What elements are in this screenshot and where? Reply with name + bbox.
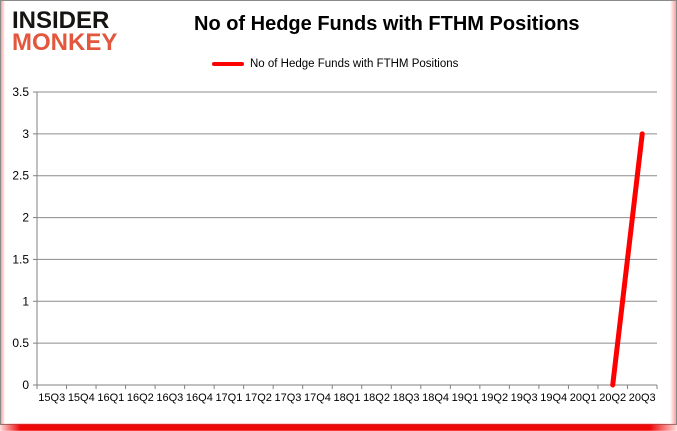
chart-canvas: 0 0.5 1 1.5 2 2.5 3 3.5 15Q3 15Q4 16Q1 16Q2 16Q3 16Q4…: [12, 85, 658, 404]
svg-text:1: 1: [22, 294, 29, 308]
legend-line-swatch: [212, 62, 244, 66]
insider-monkey-logo: INSIDER MONKEY: [12, 7, 118, 57]
svg-text:15Q4: 15Q4: [68, 392, 95, 404]
svg-text:18Q3: 18Q3: [393, 392, 420, 404]
svg-text:3: 3: [22, 127, 29, 141]
svg-text:2: 2: [22, 211, 29, 225]
svg-text:17Q2: 17Q2: [245, 392, 272, 404]
svg-text:16Q2: 16Q2: [127, 392, 154, 404]
legend: No of Hedge Funds with FTHM Positions: [212, 58, 458, 70]
svg-text:17Q4: 17Q4: [304, 392, 331, 404]
svg-text:18Q1: 18Q1: [334, 392, 361, 404]
svg-text:16Q3: 16Q3: [156, 392, 183, 404]
bottom-red-bar: [0, 424, 677, 431]
svg-text:18Q4: 18Q4: [422, 392, 449, 404]
legend-label: No of Hedge Funds with FTHM Positions: [250, 58, 459, 70]
svg-text:16Q1: 16Q1: [97, 392, 124, 404]
svg-text:20Q2: 20Q2: [599, 392, 626, 404]
chart-title: No of Hedge Funds with FTHM Positions: [194, 13, 580, 35]
svg-text:0: 0: [22, 378, 29, 392]
svg-text:16Q4: 16Q4: [186, 392, 213, 404]
line-chart: 0 0.5 1 1.5 2 2.5 3 3.5 15Q3 15Q4 16Q1 16Q2 16Q3 16Q4…: [1, 79, 676, 421]
svg-text:17Q1: 17Q1: [215, 392, 242, 404]
svg-text:19Q1: 19Q1: [452, 392, 479, 404]
logo-line-monkey: MONKEY: [12, 29, 118, 57]
svg-text:2.5: 2.5: [12, 169, 29, 183]
svg-text:3.5: 3.5: [12, 85, 29, 99]
svg-text:19Q2: 19Q2: [481, 392, 508, 404]
svg-text:18Q2: 18Q2: [363, 392, 390, 404]
svg-text:15Q3: 15Q3: [38, 392, 65, 404]
svg-text:20Q1: 20Q1: [570, 392, 597, 404]
svg-text:19Q3: 19Q3: [511, 392, 538, 404]
logo-line-insider: INSIDER: [12, 7, 110, 34]
svg-text:19Q4: 19Q4: [540, 392, 567, 404]
svg-text:20Q3: 20Q3: [629, 392, 656, 404]
svg-text:1.5: 1.5: [12, 252, 29, 266]
svg-text:0.5: 0.5: [12, 336, 29, 350]
svg-text:17Q3: 17Q3: [274, 392, 301, 404]
